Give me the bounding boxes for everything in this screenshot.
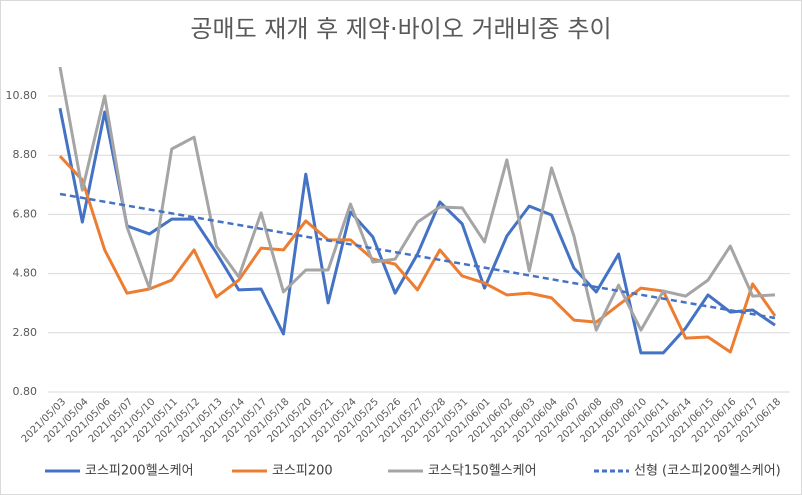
chart-title: 공매도 재개 후 제약·바이오 거래비중 추이 (190, 15, 611, 43)
legend-label: 선형 (코스피200헬스케어) (634, 464, 781, 479)
trendline (59, 192, 776, 320)
y-tick-label: 8.80 (13, 148, 38, 161)
y-tick-label: 0.80 (13, 385, 38, 398)
y-tick-label: 10.80 (6, 89, 38, 102)
line-series (58, 107, 776, 355)
line-series (58, 155, 777, 354)
legend-label: 코스닥150헬스케어 (428, 464, 537, 479)
y-tick-label: 2.80 (13, 326, 38, 339)
line-series (58, 66, 776, 332)
legend-label: 코스피200헬스케어 (85, 464, 194, 479)
legend-label: 코스피200 (272, 464, 333, 479)
y-tick-label: 6.80 (13, 207, 38, 220)
y-tick-label: 4.80 (13, 267, 38, 280)
